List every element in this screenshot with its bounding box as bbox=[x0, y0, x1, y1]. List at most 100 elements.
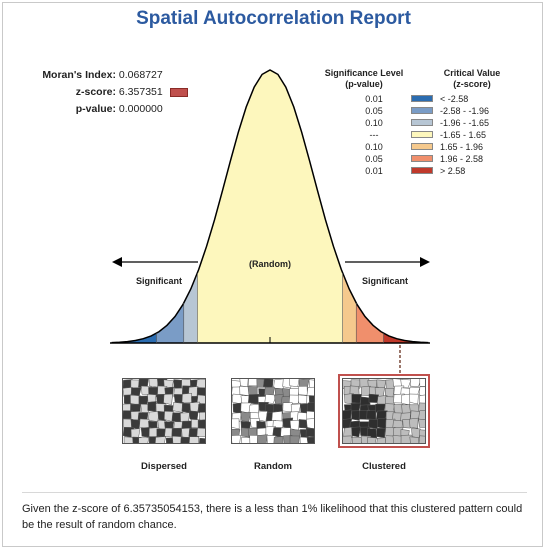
legend-p-value: --- bbox=[369, 130, 379, 140]
mosaic-cell bbox=[180, 436, 192, 443]
mosaic-cell bbox=[289, 435, 300, 443]
legend-swatch bbox=[411, 107, 433, 114]
mosaic-cell bbox=[306, 386, 314, 397]
stats-panel: Moran's Index: 0.068727 z-score: 6.35735… bbox=[38, 67, 188, 118]
mosaic-cell bbox=[198, 411, 205, 422]
mosaic-cell bbox=[289, 379, 300, 387]
mosaic-cell bbox=[419, 394, 425, 405]
right-significant-label: Significant bbox=[362, 276, 409, 286]
random-thumbnail bbox=[231, 378, 315, 444]
mosaic-cell bbox=[189, 436, 200, 443]
mosaic-cell bbox=[366, 428, 378, 439]
mosaic-cell bbox=[256, 434, 268, 443]
legend-critical-value: 1.65 - 1.96 bbox=[440, 142, 484, 152]
mosaic-cell bbox=[351, 437, 363, 443]
legend-critical-value: 1.96 - 2.58 bbox=[440, 154, 484, 164]
legend-sig-header: Significance Level (p-value) bbox=[310, 68, 418, 90]
p-value-label: p-value: bbox=[75, 103, 116, 115]
morans-index-value: 0.068727 bbox=[118, 69, 163, 81]
mosaic-cell bbox=[289, 419, 300, 431]
legend-crit-header: Critical Value (z-score) bbox=[432, 68, 512, 90]
mosaic-cell bbox=[181, 392, 193, 403]
mosaic-cell bbox=[240, 412, 252, 422]
mosaic-cell bbox=[197, 419, 205, 431]
mosaic-cell bbox=[171, 427, 182, 438]
mosaic-cell bbox=[140, 426, 152, 438]
dispersed-thumbnail bbox=[122, 378, 206, 444]
mosaic-cell bbox=[411, 428, 421, 439]
mosaic-cell bbox=[239, 379, 249, 388]
mosaic-cell bbox=[392, 435, 403, 443]
clustered-thumbnail bbox=[342, 378, 426, 444]
mosaic-cell bbox=[351, 426, 362, 438]
mosaic-cell bbox=[138, 437, 149, 443]
mosaic-cell bbox=[232, 418, 240, 430]
legend-critical-value: < -2.58 bbox=[440, 94, 469, 104]
mosaic-cell bbox=[366, 437, 377, 443]
mosaic-cell bbox=[248, 394, 260, 405]
morans-index-label: Moran's Index: bbox=[42, 69, 116, 81]
mosaic-cell bbox=[241, 436, 252, 443]
mosaic-cell bbox=[147, 401, 157, 412]
mosaic-cell bbox=[419, 386, 425, 397]
mosaic-cell bbox=[130, 428, 141, 439]
right-arrowhead bbox=[420, 257, 430, 267]
legend-critical-value: -1.96 - -1.65 bbox=[440, 118, 490, 128]
mosaic-cell bbox=[376, 428, 386, 438]
legend-swatch bbox=[411, 131, 433, 138]
mosaic-cell bbox=[305, 427, 314, 438]
z-score-row: z-score: 6.357351 bbox=[38, 84, 188, 101]
legend-p-value: 0.10 bbox=[365, 118, 383, 128]
z-score-swatch bbox=[169, 87, 188, 97]
mosaic-cell bbox=[306, 402, 314, 413]
legend-crit-title: Critical Value bbox=[443, 68, 501, 78]
mosaic-cell bbox=[351, 394, 363, 404]
mosaic-cell bbox=[199, 437, 205, 443]
legend-swatch bbox=[411, 95, 433, 102]
mosaic-cell bbox=[410, 379, 422, 387]
mosaic-cell bbox=[409, 417, 419, 429]
mosaic-cell bbox=[298, 385, 308, 396]
random-label: (Random) bbox=[249, 259, 291, 269]
mosaic-cell bbox=[400, 434, 412, 443]
mosaic-cell bbox=[196, 379, 205, 389]
legend-critical-value: > 2.58 bbox=[440, 166, 466, 176]
z-score-label: z-score: bbox=[75, 86, 116, 98]
legend-swatch bbox=[411, 119, 433, 126]
mosaic-cell bbox=[156, 428, 168, 438]
clustered-label: Clustered bbox=[362, 461, 406, 472]
mosaic-cell bbox=[306, 410, 314, 422]
mosaic-cell bbox=[247, 385, 258, 395]
legend-sig-title: Significance Level bbox=[324, 68, 404, 78]
mosaic-cell bbox=[232, 434, 241, 443]
mosaic-cell bbox=[123, 410, 134, 420]
legend-crit-sub: (z-score) bbox=[453, 79, 491, 89]
legend-critical-value: -1.65 - 1.65 bbox=[440, 130, 487, 140]
mosaic-cell bbox=[263, 379, 274, 388]
mosaic-cell bbox=[306, 436, 314, 443]
mosaic-cell bbox=[196, 387, 205, 397]
mosaic-cell bbox=[172, 435, 183, 443]
mosaic-cell bbox=[298, 394, 308, 404]
legend-p-value: 0.01 bbox=[365, 166, 383, 176]
left-arrowhead bbox=[112, 257, 122, 267]
mosaic-cell bbox=[306, 418, 314, 430]
mosaic-cell bbox=[264, 394, 277, 404]
legend-p-value: 0.10 bbox=[365, 142, 383, 152]
tail-0-10-left bbox=[183, 273, 198, 343]
mosaic-cell bbox=[148, 379, 159, 388]
mosaic-cell bbox=[343, 409, 352, 421]
mosaic-cell bbox=[155, 436, 166, 443]
tail-0-01-right bbox=[383, 333, 429, 343]
mosaic-cell bbox=[123, 436, 134, 443]
dispersed-label: Dispersed bbox=[141, 461, 187, 472]
mosaic-cell bbox=[288, 394, 301, 404]
mosaic-cell bbox=[418, 410, 425, 420]
morans-index-row: Moran's Index: 0.068727 bbox=[38, 67, 188, 84]
mosaic-cell bbox=[258, 410, 268, 422]
clustered-highlight-box bbox=[338, 374, 430, 448]
mosaic-cell bbox=[196, 394, 205, 404]
mosaic-cell bbox=[409, 393, 419, 405]
mosaic-cell bbox=[419, 379, 425, 387]
mosaic-cell bbox=[343, 435, 352, 443]
